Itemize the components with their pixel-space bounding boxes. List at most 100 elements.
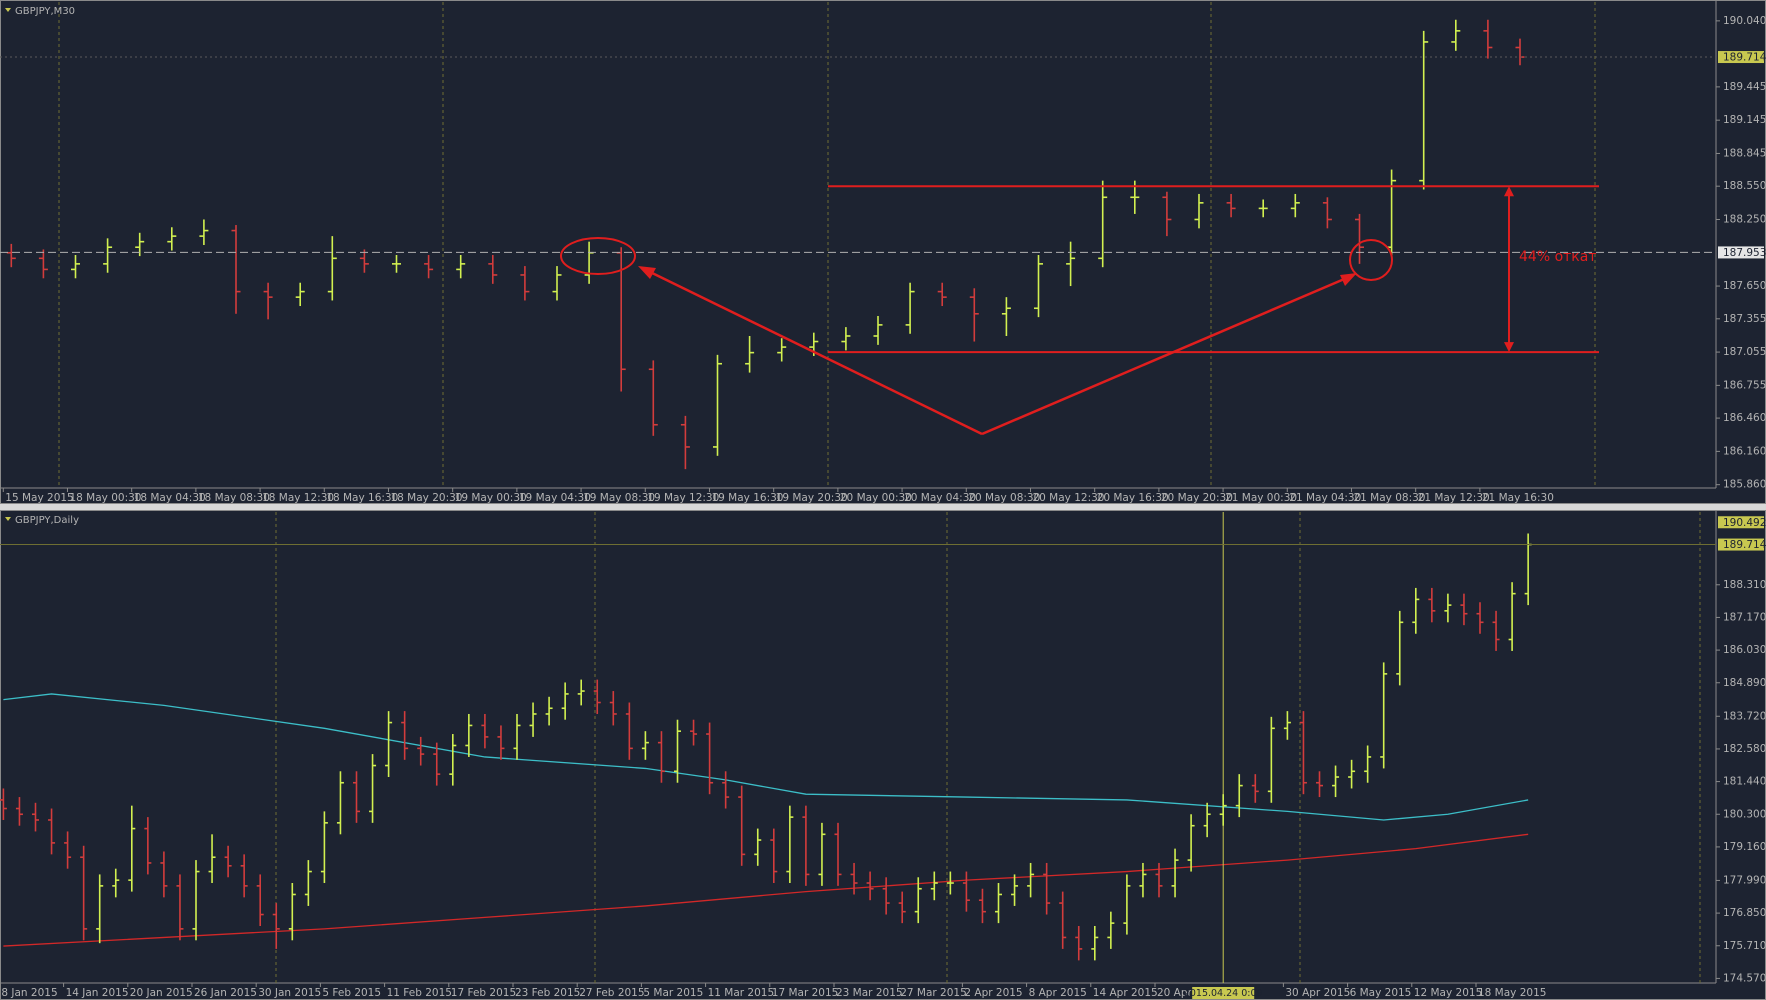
ohlc-bar: [1162, 191, 1172, 237]
x-tick-label: 18 May 00:30: [69, 492, 141, 504]
ohlc-bar: [385, 711, 393, 778]
ohlc-bar: [1098, 180, 1108, 268]
ohlc-bar: [1123, 874, 1131, 935]
x-tick-label: 18 May 08:30: [198, 492, 270, 504]
y-tick-label: 185.860: [1723, 479, 1766, 491]
price-label-box: [1718, 51, 1764, 64]
y-tick-label: 189.145: [1723, 114, 1766, 126]
ohlc-bar: [962, 871, 970, 912]
y-tick-label: 183.720: [1723, 710, 1766, 722]
ohlc-bar: [513, 713, 521, 760]
x-tick-label: 19 May 12:30: [647, 492, 719, 504]
ohlc-bar: [609, 691, 617, 726]
x-tick-label: 27 Mar 2015: [900, 987, 967, 999]
ohlc-bar: [930, 871, 938, 901]
x-tick-label: 2 Apr 2015: [964, 987, 1022, 999]
ohlc-bar: [304, 860, 312, 906]
ohlc-bar: [1155, 862, 1163, 898]
x-tick-label: 21 May 12:30: [1418, 492, 1490, 504]
ohlc-bar: [1226, 193, 1236, 218]
x-tick-label: 18 May 04:30: [134, 492, 206, 504]
ohlc-bar: [488, 254, 498, 284]
ohlc-bar: [706, 722, 714, 795]
ohlc-bar: [905, 282, 915, 334]
ohlc-bar: [690, 719, 698, 746]
ohlc-bar: [777, 338, 787, 362]
ohlc-bar: [1034, 254, 1043, 318]
x-tick-label: 19 May 16:30: [711, 492, 783, 504]
ohlc-bar: [1419, 30, 1429, 190]
ohlc-bar: [1107, 911, 1115, 949]
x-tick-label: 8 Apr 2015: [1029, 987, 1087, 999]
ohlc-bar: [1219, 794, 1227, 826]
price-label-box: [1718, 538, 1764, 551]
ohlc-bar: [1283, 711, 1291, 740]
ohlc-bar: [1355, 213, 1364, 264]
crosshair-label: 2015.04.24 0:00: [1184, 988, 1263, 999]
price-label-box: [1718, 516, 1764, 529]
x-tick-label: 23 Mar 2015: [836, 987, 903, 999]
ohlc-bar: [1091, 925, 1099, 961]
ohlc-bar: [1508, 582, 1516, 651]
ohlc-bar: [520, 266, 530, 301]
ohlc-bar: [1316, 771, 1323, 798]
ohlc-bar: [1332, 765, 1340, 798]
y-tick-label: 190.040: [1723, 15, 1766, 27]
ohlc-bar: [1011, 874, 1019, 906]
annotation: 44% откат: [1519, 249, 1596, 265]
ohlc-bar: [15, 797, 23, 826]
ohlc-bar: [240, 854, 248, 898]
ohlc-bar: [529, 702, 537, 737]
ohlc-bar: [1299, 711, 1307, 795]
x-tick-label: 21 May 16:30: [1482, 492, 1554, 504]
user-drawings: 44% откат: [560, 185, 1599, 436]
chart-menu-icon[interactable]: [5, 8, 11, 12]
ohlc-bar: [192, 860, 200, 941]
x-tick-label: 17 Feb 2015: [451, 987, 516, 999]
ohlc-bar: [327, 236, 337, 301]
y-tick-label: 186.030: [1723, 644, 1766, 656]
ohlc-bar: [882, 877, 890, 915]
ohlc-bar: [1258, 199, 1268, 218]
x-tick-label: 18 May 2015: [1478, 987, 1546, 999]
ohlc-bar: [1476, 602, 1484, 634]
range-arrow-head: [1504, 186, 1514, 197]
price-label: 187.953: [1723, 247, 1766, 259]
x-tick-label: 19 May 08:30: [583, 492, 655, 504]
y-tick-label: 182.580: [1723, 743, 1766, 755]
ohlc-bar: [1412, 587, 1420, 634]
x-tick-label: 20 May 08:30: [968, 492, 1040, 504]
x-tick-label: 11 Feb 2015: [387, 987, 452, 999]
ohlc-bar: [1171, 848, 1179, 898]
ohlc-bar: [745, 335, 755, 373]
ohlc-bar: [1322, 197, 1332, 229]
panel-splitter[interactable]: [0, 504, 1766, 510]
y-tick-label: 187.355: [1723, 313, 1766, 325]
ohlc-bar: [1187, 814, 1195, 872]
chart-title: GBPJPY,M30: [15, 6, 75, 17]
ohlc-bar: [128, 805, 136, 892]
ohlc-bar: [969, 288, 979, 342]
x-tick-label: 18 May 20:30: [390, 492, 462, 504]
x-tick-label: 19 May 00:30: [455, 492, 527, 504]
ohlc-bar: [392, 254, 401, 273]
ohlc-bar: [295, 282, 305, 307]
ohlc-bar: [561, 682, 569, 720]
x-tick-label: 20 May 20:30: [1161, 492, 1233, 504]
ohlc-bar: [995, 883, 1002, 924]
ohlc-bar: [657, 731, 665, 783]
ohlc-bar: [231, 225, 241, 314]
y-tick-label: 184.890: [1723, 677, 1766, 689]
ohlc-bar: [1380, 662, 1388, 769]
circle-mark: [560, 237, 636, 275]
y-tick-label: 188.550: [1723, 180, 1766, 192]
ohlc-bar: [320, 811, 328, 884]
x-tick-label: 21 May 08:30: [1353, 492, 1425, 504]
ohlc-bar: [545, 696, 553, 726]
y-tick-label: 186.160: [1723, 445, 1766, 457]
chart-menu-icon[interactable]: [5, 517, 11, 521]
ohlc-bar: [1483, 19, 1493, 59]
arrow-head: [638, 266, 656, 279]
